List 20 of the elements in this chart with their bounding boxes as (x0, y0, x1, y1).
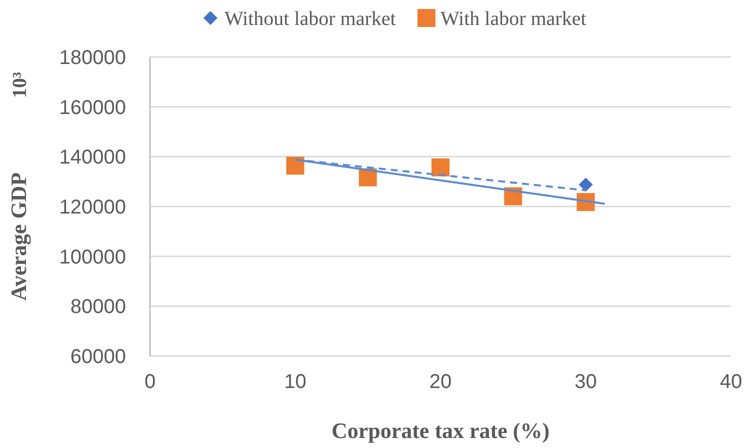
x-tick-label: 40 (720, 371, 742, 393)
legend-label: With labor market (440, 8, 587, 30)
y-tick-label: 160000 (59, 96, 126, 119)
legend-label: Without labor market (224, 8, 396, 30)
text: 10³ (9, 72, 31, 98)
y-axis-title: Average GDP (6, 172, 31, 301)
x-axis-title: Corporate tax rate (%) (331, 418, 550, 443)
y-tick-label: 60000 (70, 346, 126, 368)
y-tick-label: 140000 (59, 146, 126, 169)
point (286, 156, 304, 175)
point (578, 178, 593, 192)
y-tick-label: 180000 (59, 47, 126, 69)
x-tick-label: 30 (574, 371, 597, 393)
y-tick-label: 80000 (70, 296, 126, 318)
x-tick-label: 20 (429, 371, 452, 393)
point (432, 158, 450, 176)
x-tick-label: 0 (144, 371, 156, 393)
x-tick-label: 10 (284, 371, 306, 393)
y-tick-label: 120000 (59, 196, 126, 218)
y-tick-label: 100000 (59, 246, 126, 268)
